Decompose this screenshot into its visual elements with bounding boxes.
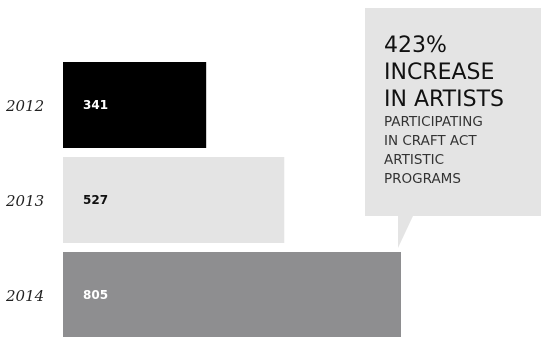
bar-value-label-2014: 805: [83, 288, 108, 302]
category-label-2012: 2012: [5, 97, 44, 115]
bar-2013: [63, 157, 285, 243]
callout-background: [365, 8, 541, 248]
callout-headline-line-1: 423%: [384, 33, 447, 58]
bars-layer: 341 2012 527 2013 805 2014: [5, 62, 401, 337]
callout-headline-line-2: INCREASE: [384, 60, 494, 85]
bar-value-label-2012: 341: [83, 98, 108, 112]
bar-value-label-2013: 527: [83, 193, 108, 207]
category-label-2013: 2013: [5, 192, 44, 210]
category-label-2014: 2014: [5, 287, 44, 305]
callout-subtext-line-4: PROGRAMS: [384, 171, 461, 187]
callout-headline-line-3: IN ARTISTS: [384, 87, 504, 112]
callout-subtext-line-2: IN CRAFT ACT: [384, 133, 477, 149]
callout-box: 423% INCREASE IN ARTISTS PARTICIPATING I…: [365, 8, 541, 248]
bar-2012: [63, 62, 207, 148]
callout-subtext-line-1: PARTICIPATING: [384, 114, 483, 130]
callout-subtext-line-3: ARTISTIC: [384, 152, 444, 168]
bar-2014: [63, 252, 401, 337]
